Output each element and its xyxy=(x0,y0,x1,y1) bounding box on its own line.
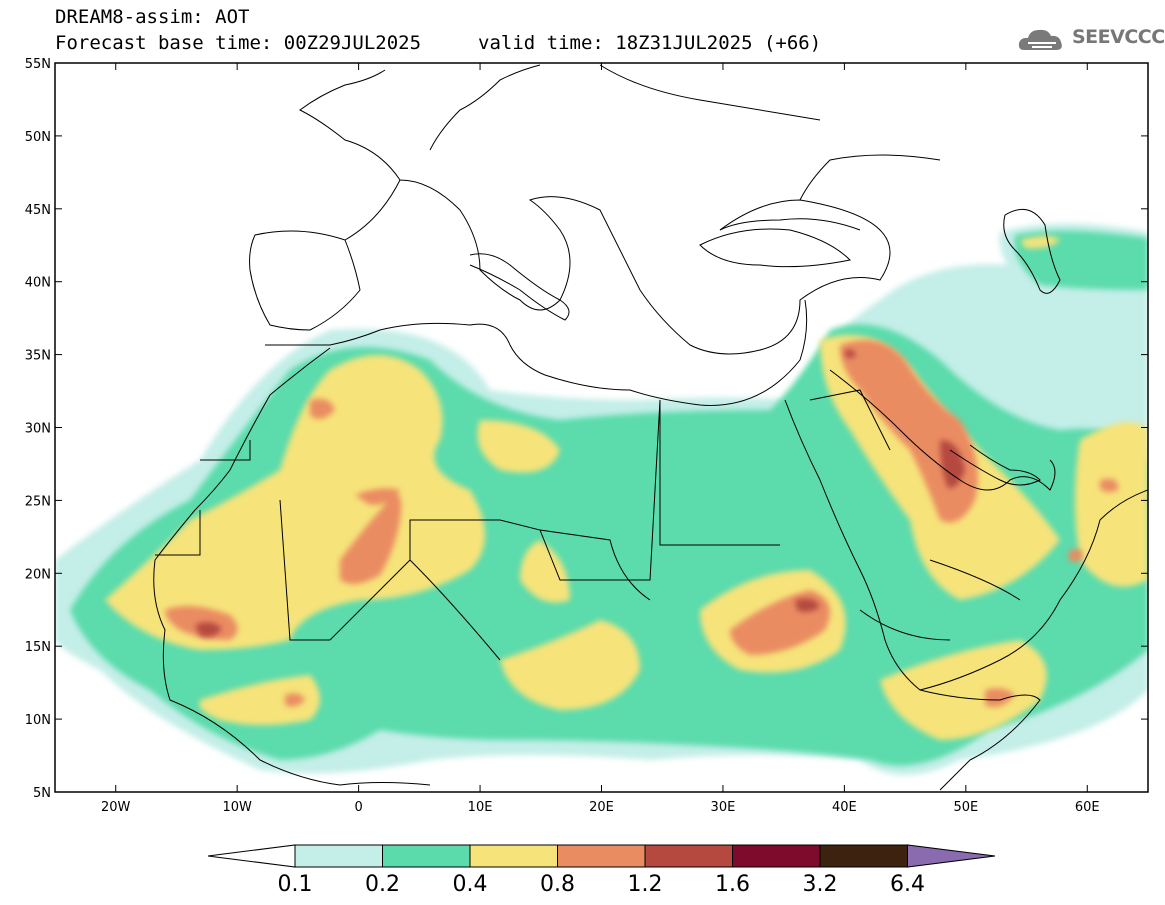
colorbar-box-0.1 xyxy=(294,844,383,868)
lat-label-40N: 40N xyxy=(25,276,51,291)
lat-label-30N: 30N xyxy=(25,422,51,437)
colorbar-box-3.2 xyxy=(819,844,908,868)
latitude-axis: 55N 50N 45N 40N 35N 30N 25N 20N 15N 10N 5N xyxy=(25,57,1148,801)
colorbar-box-0.4 xyxy=(469,844,558,868)
lon-label-40E: 40E xyxy=(832,800,857,815)
logo-text: SEEVCCC xyxy=(1072,26,1165,48)
lon-label-10W: 10W xyxy=(222,800,252,815)
lat-label-10N: 10N xyxy=(25,713,51,728)
colorbar-label-1.6: 1.6 xyxy=(715,872,750,897)
colorbar-label-0.4: 0.4 xyxy=(453,872,488,897)
colorbar: 0.1 0.2 0.4 0.8 1.2 1.6 3.2 6.4 xyxy=(207,844,996,897)
lon-label-30E: 30E xyxy=(711,800,736,815)
forecast-base-time: Forecast base time: 00Z29JUL2025 xyxy=(55,32,422,54)
colorbar-label-6.4: 6.4 xyxy=(890,872,925,897)
colorbar-box-0.2 xyxy=(382,844,471,868)
colorbar-label-0.2: 0.2 xyxy=(365,872,400,897)
colorbar-over-arrow xyxy=(907,844,996,868)
colorbar-box-0.8 xyxy=(557,844,646,868)
lat-label-20N: 20N xyxy=(25,567,51,582)
lat-label-55N: 55N xyxy=(25,57,51,72)
lat-label-5N: 5N xyxy=(33,786,51,801)
aot-field xyxy=(55,223,1148,775)
lon-label-60E: 60E xyxy=(1075,800,1100,815)
colorbar-label-0.8: 0.8 xyxy=(540,872,575,897)
cloud-logo-icon xyxy=(1018,29,1062,50)
colorbar-label-1.2: 1.2 xyxy=(628,872,663,897)
colorbar-box-1.2 xyxy=(644,844,733,868)
lon-label-20E: 20E xyxy=(589,800,614,815)
valid-time: valid time: 18Z31JUL2025 (+66) xyxy=(478,32,822,54)
lat-label-25N: 25N xyxy=(25,494,51,509)
lat-label-35N: 35N xyxy=(25,349,51,364)
colorbar-label-3.2: 3.2 xyxy=(803,872,838,897)
model-title: DREAM8-assim: AOT xyxy=(55,6,250,28)
colorbar-box-1.6 xyxy=(732,844,821,868)
longitude-axis: 20W 10W 0 10E 20E 30E 40E 50E 60E xyxy=(101,63,1100,815)
lon-label-20W: 20W xyxy=(101,800,131,815)
lon-label-10E: 10E xyxy=(468,800,493,815)
lon-label-0: 0 xyxy=(354,800,362,815)
lon-label-50E: 50E xyxy=(953,800,978,815)
lat-label-45N: 45N xyxy=(25,203,51,218)
lat-label-15N: 15N xyxy=(25,640,51,655)
lat-label-50N: 50N xyxy=(25,130,51,145)
colorbar-under-arrow xyxy=(207,844,296,868)
coastlines-and-borders xyxy=(153,64,1148,791)
colorbar-label-0.1: 0.1 xyxy=(278,872,313,897)
